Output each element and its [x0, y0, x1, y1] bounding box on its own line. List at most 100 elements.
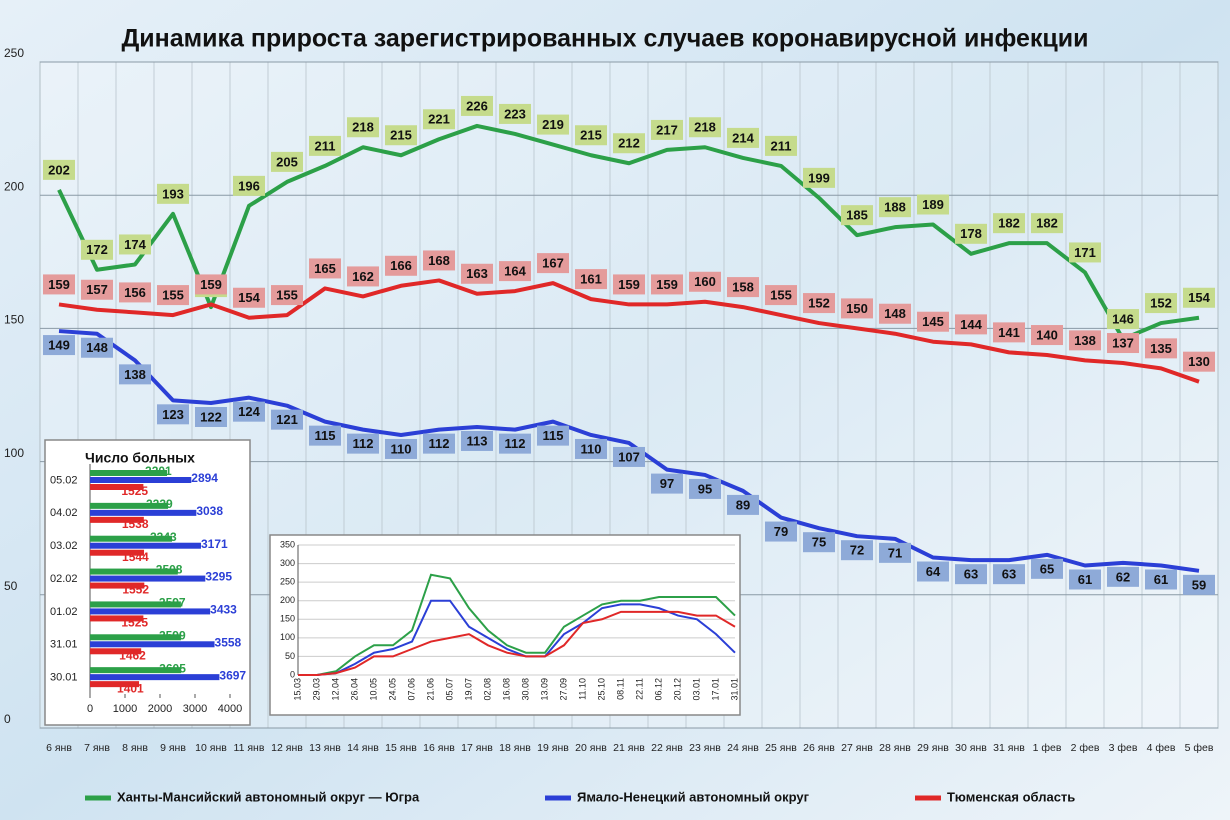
value-label: 182 [998, 216, 1020, 231]
value-label-box [157, 285, 189, 306]
x-tick-label: 14 янв [347, 742, 379, 754]
value-label: 137 [1112, 335, 1134, 350]
x-tick-label: 29 янв [917, 742, 949, 754]
value-label-box [613, 274, 645, 295]
value-label: 113 [467, 433, 488, 448]
x-tick-label: 3 фев [1109, 742, 1138, 754]
x-tick-label: 25.10 [596, 678, 606, 701]
value-label-box [765, 521, 797, 542]
value-label-box [1031, 558, 1063, 579]
value-label-box [575, 438, 607, 459]
value-label-box [993, 213, 1025, 234]
value-label: 3433 [210, 603, 237, 617]
value-label: 2229 [146, 497, 173, 511]
x-tick-label: 29.03 [311, 678, 321, 701]
x-tick-label: 21.06 [425, 678, 435, 701]
value-label: 193 [162, 186, 184, 201]
value-label: 215 [580, 128, 602, 143]
value-label: 219 [542, 117, 564, 132]
value-label-box [993, 322, 1025, 343]
value-label: 141 [998, 325, 1020, 340]
y-tick-label: 30.01 [50, 671, 78, 683]
value-label-box [955, 314, 987, 335]
value-label-box [233, 175, 265, 196]
value-label-box [689, 271, 721, 292]
value-label: 110 [391, 441, 412, 456]
x-tick-label: 26.04 [349, 678, 359, 701]
y-tick-label: 150 [4, 313, 24, 327]
value-label-box [613, 446, 645, 467]
value-label: 211 [771, 138, 792, 153]
value-label-box [917, 194, 949, 215]
x-tick-label: 10 янв [195, 742, 227, 754]
x-tick-label: 16.08 [501, 678, 511, 701]
value-label: 2894 [191, 471, 218, 485]
value-label-box [689, 117, 721, 138]
y-tick-label: 02.02 [50, 573, 78, 585]
series-line [298, 610, 736, 676]
value-label-box [195, 274, 227, 295]
value-label: 2597 [159, 596, 186, 610]
value-label: 212 [618, 136, 640, 151]
value-label: 112 [429, 436, 450, 451]
value-label: 1552 [122, 583, 149, 597]
value-label-box [1107, 309, 1139, 330]
value-label: 140 [1036, 327, 1058, 342]
value-label-box [157, 183, 189, 204]
value-label: 2343 [150, 530, 177, 544]
x-tick-label: 08.11 [615, 678, 625, 700]
x-tick-label: 26 янв [803, 742, 835, 754]
bar [90, 667, 182, 674]
value-label-box [499, 433, 531, 454]
y-tick-label: 100 [280, 632, 295, 642]
x-tick-label: 20 янв [575, 742, 607, 754]
x-tick-label: 22 янв [651, 742, 683, 754]
value-label-box [385, 255, 417, 276]
value-label: 130 [1188, 354, 1210, 369]
value-label: 1525 [121, 616, 148, 630]
value-label-box [461, 95, 493, 116]
x-tick-label: 1 фев [1033, 742, 1062, 754]
y-tick-label: 200 [280, 595, 295, 605]
value-label-box [119, 364, 151, 385]
value-label: 199 [808, 170, 830, 185]
value-label: 145 [922, 314, 944, 329]
x-tick-label: 4 фев [1147, 742, 1176, 754]
x-tick-label: 4000 [218, 703, 242, 715]
bar [90, 608, 211, 615]
legend-label: Ямало-Ненецкий автономный округ [577, 789, 810, 804]
value-label-box [537, 425, 569, 446]
value-label-box [841, 540, 873, 561]
value-label-box [1069, 330, 1101, 351]
value-label-box [841, 205, 873, 226]
value-label: 123 [162, 407, 184, 422]
value-label: 148 [86, 340, 108, 355]
value-label: 3038 [196, 504, 223, 518]
value-label: 168 [428, 253, 450, 268]
x-tick-label: 17.01 [710, 678, 720, 701]
x-tick-label: 6 янв [46, 742, 72, 754]
x-tick-label: 10.05 [368, 678, 378, 701]
bar [90, 582, 145, 589]
value-label-box [461, 263, 493, 284]
x-tick-label: 21 янв [613, 742, 645, 754]
value-label: 71 [888, 545, 902, 560]
value-label: 138 [1074, 333, 1096, 348]
value-label: 221 [428, 112, 450, 127]
value-label: 112 [505, 436, 526, 451]
value-label: 59 [1192, 577, 1206, 592]
value-label: 63 [964, 567, 978, 582]
value-label: 178 [960, 226, 982, 241]
value-label: 3558 [215, 635, 242, 649]
value-label-box [385, 125, 417, 146]
value-label: 2599 [159, 628, 186, 642]
value-label: 155 [770, 288, 792, 303]
value-label-box [879, 303, 911, 324]
value-label-box [157, 404, 189, 425]
value-label-box [271, 409, 303, 430]
y-tick-label: 200 [4, 179, 24, 193]
value-label: 189 [922, 197, 944, 212]
x-tick-label: 12.04 [330, 678, 340, 701]
value-label: 1401 [117, 681, 144, 695]
x-tick-label: 18 янв [499, 742, 531, 754]
